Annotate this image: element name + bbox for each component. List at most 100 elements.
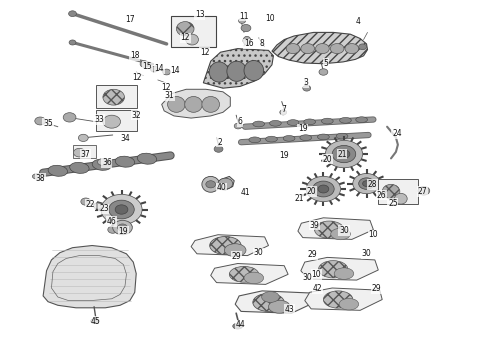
Polygon shape	[43, 246, 136, 308]
Ellipse shape	[266, 136, 277, 142]
Ellipse shape	[176, 22, 194, 36]
Circle shape	[359, 44, 367, 50]
Circle shape	[353, 174, 380, 194]
Ellipse shape	[244, 272, 264, 284]
Circle shape	[118, 224, 127, 231]
Circle shape	[318, 185, 329, 193]
Ellipse shape	[269, 300, 290, 313]
Polygon shape	[235, 291, 315, 313]
Polygon shape	[301, 257, 378, 280]
Ellipse shape	[321, 118, 333, 124]
Ellipse shape	[340, 117, 351, 123]
Text: 29: 29	[371, 284, 381, 293]
Bar	[73, 145, 96, 158]
Text: 45: 45	[91, 317, 100, 325]
Bar	[171, 16, 216, 47]
Text: 42: 42	[313, 284, 322, 293]
Circle shape	[316, 44, 329, 54]
Text: 12: 12	[200, 48, 210, 57]
Text: 21: 21	[337, 150, 347, 159]
Circle shape	[319, 69, 328, 75]
Polygon shape	[191, 235, 269, 256]
Text: 39: 39	[310, 220, 319, 230]
Text: 14: 14	[171, 66, 180, 76]
Ellipse shape	[318, 134, 329, 140]
Circle shape	[206, 181, 216, 188]
Polygon shape	[216, 176, 234, 190]
Text: 43: 43	[284, 305, 294, 314]
Text: 33: 33	[94, 115, 104, 124]
Polygon shape	[272, 32, 368, 64]
Text: 37: 37	[81, 150, 91, 159]
Ellipse shape	[137, 153, 157, 164]
Text: 31: 31	[164, 91, 174, 100]
Polygon shape	[298, 218, 373, 239]
Polygon shape	[162, 89, 230, 118]
Text: 18: 18	[130, 51, 140, 60]
Text: 15: 15	[142, 62, 152, 71]
Text: 19: 19	[119, 227, 128, 236]
Circle shape	[313, 181, 334, 197]
Text: 26: 26	[376, 191, 386, 199]
Ellipse shape	[103, 89, 124, 105]
Circle shape	[214, 146, 223, 152]
Text: 12: 12	[161, 83, 171, 92]
Ellipse shape	[300, 135, 312, 140]
Ellipse shape	[115, 156, 135, 167]
Circle shape	[234, 123, 242, 129]
Ellipse shape	[331, 228, 350, 240]
Ellipse shape	[315, 221, 344, 238]
Text: 32: 32	[131, 111, 141, 120]
Circle shape	[330, 44, 344, 54]
Ellipse shape	[185, 96, 202, 112]
Circle shape	[306, 176, 341, 202]
Text: 10: 10	[368, 230, 378, 239]
Circle shape	[418, 186, 430, 195]
Circle shape	[303, 85, 311, 91]
Circle shape	[81, 198, 91, 205]
Ellipse shape	[262, 292, 279, 302]
Circle shape	[301, 44, 315, 54]
Text: 12: 12	[132, 73, 142, 82]
Ellipse shape	[270, 120, 281, 126]
Circle shape	[69, 11, 76, 17]
Text: 30: 30	[362, 249, 371, 258]
Circle shape	[218, 178, 233, 189]
Ellipse shape	[229, 266, 259, 282]
Text: 16: 16	[244, 40, 254, 49]
Text: 7: 7	[282, 105, 287, 114]
Text: 5: 5	[323, 59, 328, 68]
Ellipse shape	[224, 244, 246, 257]
Text: 19: 19	[279, 151, 289, 160]
Circle shape	[101, 194, 142, 225]
Text: 28: 28	[368, 180, 377, 189]
Ellipse shape	[253, 121, 265, 127]
Ellipse shape	[91, 319, 99, 324]
Text: 2: 2	[217, 138, 222, 147]
Text: 14: 14	[154, 64, 164, 73]
Ellipse shape	[339, 298, 359, 310]
Ellipse shape	[209, 62, 229, 82]
Ellipse shape	[70, 162, 89, 174]
Circle shape	[280, 110, 287, 115]
Ellipse shape	[32, 174, 44, 179]
Text: 20: 20	[306, 187, 316, 196]
Polygon shape	[305, 288, 382, 310]
Ellipse shape	[74, 148, 85, 157]
Ellipse shape	[336, 133, 348, 139]
Ellipse shape	[202, 176, 220, 192]
Ellipse shape	[202, 96, 220, 112]
Circle shape	[35, 117, 46, 125]
Ellipse shape	[356, 117, 368, 122]
Text: 11: 11	[239, 12, 249, 21]
Ellipse shape	[318, 261, 348, 278]
Text: 4: 4	[355, 17, 360, 26]
Text: 27: 27	[417, 187, 427, 196]
Circle shape	[108, 226, 118, 233]
Text: 17: 17	[125, 15, 135, 24]
Circle shape	[359, 178, 374, 189]
Ellipse shape	[186, 34, 198, 45]
Circle shape	[69, 40, 76, 45]
Circle shape	[338, 150, 350, 158]
Ellipse shape	[103, 115, 121, 128]
